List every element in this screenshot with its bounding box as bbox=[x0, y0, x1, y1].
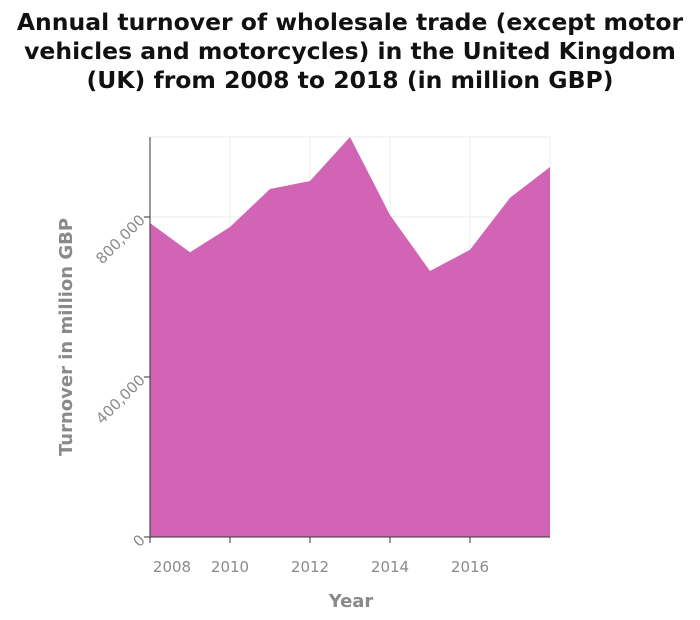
y-axis-label: Turnover in million GBP bbox=[56, 218, 77, 456]
y-tick-label-1: 400,000 bbox=[92, 371, 149, 428]
chart-title: Annual turnover of wholesale trade (exce… bbox=[16, 8, 684, 94]
x-tick-label-1: 2010 bbox=[211, 558, 249, 576]
y-tick-label-2: 800,000 bbox=[92, 211, 149, 268]
x-axis-label: Year bbox=[328, 591, 374, 612]
y-tick-label-0: 0 bbox=[129, 531, 148, 550]
axes bbox=[149, 137, 550, 538]
x-tick-label-0: 2008 bbox=[153, 558, 191, 576]
x-tick-label-4: 2016 bbox=[451, 558, 489, 576]
x-axis-ticks: 2008 2010 2012 2014 2016 bbox=[149, 537, 489, 576]
y-axis-ticks: 0 400,000 800,000 bbox=[92, 211, 150, 551]
x-tick-label-2: 2012 bbox=[291, 558, 329, 576]
x-tick-label-3: 2014 bbox=[371, 558, 409, 576]
turnover-area bbox=[150, 137, 550, 537]
